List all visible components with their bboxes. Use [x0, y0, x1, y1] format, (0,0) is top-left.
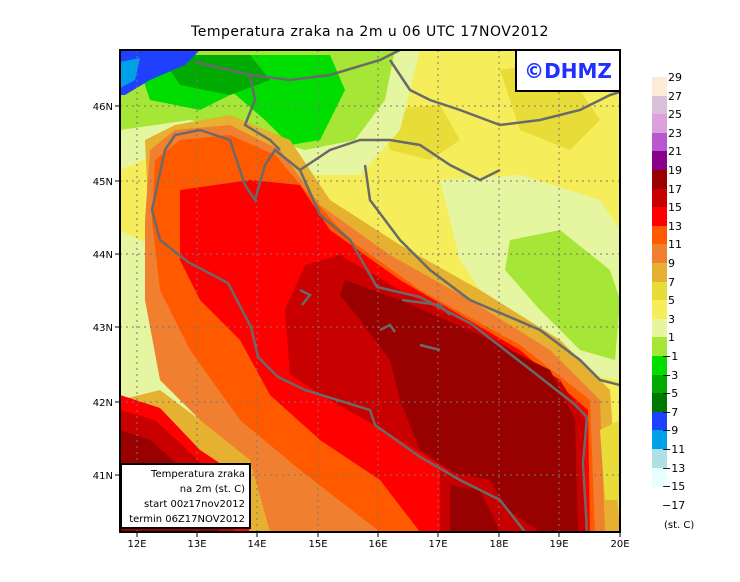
legend-color-box	[652, 467, 667, 487]
legend-color-box	[652, 449, 667, 468]
legend-label: 11	[668, 238, 682, 252]
legend-color-box	[652, 151, 667, 171]
legend-label: −5	[662, 387, 679, 401]
legend-label: 1	[668, 331, 675, 345]
legend-color-box	[652, 225, 667, 245]
legend-label: 7	[668, 275, 675, 289]
info-line: start 00z17nov2012	[144, 499, 245, 510]
legend-color-box	[652, 281, 667, 301]
legend-color-box	[652, 411, 667, 431]
legend-color-box	[652, 300, 667, 320]
lon-tick-label: 13E	[187, 539, 206, 550]
map-title: Temperatura zraka na 2m u 06 UTC 17NOV20…	[191, 24, 549, 40]
map-frame	[119, 49, 621, 533]
legend-label: −9	[662, 424, 679, 438]
lon-tick-label: 19E	[549, 539, 568, 550]
legend-label: 5	[668, 294, 675, 308]
dhmz-logo: ©DHMZ	[515, 51, 619, 92]
temperature-field	[120, 50, 620, 532]
legend-color-box	[652, 132, 667, 152]
legend-color-box	[652, 318, 667, 338]
legend-label: 29	[668, 71, 682, 84]
legend-color-box	[652, 95, 667, 115]
legend-label: −13	[662, 461, 686, 475]
legend-color-box	[652, 263, 667, 282]
info-line: Temperatura zraka	[151, 469, 245, 480]
lon-tick-label: 16E	[368, 539, 387, 550]
info-line: termin 06Z17NOV2012	[129, 514, 245, 525]
axis-ticks	[115, 105, 621, 537]
lat-tick-label: 41N	[93, 471, 113, 482]
legend-unit: (st. C)	[664, 520, 695, 532]
legend-color-box	[652, 356, 667, 375]
legend-label: −15	[662, 480, 686, 494]
legend-label: 17	[668, 182, 682, 196]
lat-tick-label: 46N	[93, 102, 113, 113]
legend-label: 23	[668, 126, 682, 140]
lon-tick-label: 14E	[247, 539, 266, 550]
legend-color-box	[652, 337, 667, 357]
lon-tick-label: 12E	[127, 539, 146, 550]
legend-color-box	[652, 244, 667, 264]
lon-tick-label: 17E	[428, 539, 447, 550]
legend-label: 19	[668, 164, 682, 177]
legend-label: −7	[662, 405, 679, 419]
legend-color-box	[652, 170, 667, 189]
lon-tick-label: 15E	[308, 539, 327, 550]
legend-color-box	[652, 430, 667, 450]
legend-color-box	[652, 188, 667, 208]
legend-color-box	[652, 393, 667, 413]
legend-color-box	[652, 114, 667, 134]
legend-label: 13	[668, 219, 682, 233]
legend-label: −1	[662, 350, 679, 363]
grid-lines	[120, 50, 620, 532]
info-line: na 2m (st. C)	[179, 484, 245, 495]
legend-color-box	[652, 374, 667, 394]
legend-label: 21	[668, 145, 682, 159]
legend-label: 3	[668, 312, 675, 326]
legend-label: −17	[662, 498, 686, 512]
legend-label: 9	[668, 257, 675, 270]
legend-color-box	[652, 207, 667, 227]
legend-label: −11	[662, 443, 686, 456]
lon-tick-label: 18E	[489, 539, 508, 550]
coastlines-borders	[150, 50, 620, 532]
lat-tick-label: 45N	[93, 177, 113, 188]
legend-label: 27	[668, 89, 682, 103]
info-box: Temperatura zraka na 2m (st. C) start 00…	[120, 463, 251, 529]
legend-label: −3	[662, 368, 679, 382]
lat-tick-label: 43N	[93, 323, 113, 334]
lon-tick-label: 20E	[610, 539, 629, 550]
legend-label: 15	[668, 201, 682, 215]
lat-tick-label: 44N	[93, 250, 113, 261]
legend-color-box	[652, 77, 667, 96]
legend-label: 25	[668, 108, 682, 122]
lat-tick-label: 42N	[93, 398, 113, 409]
